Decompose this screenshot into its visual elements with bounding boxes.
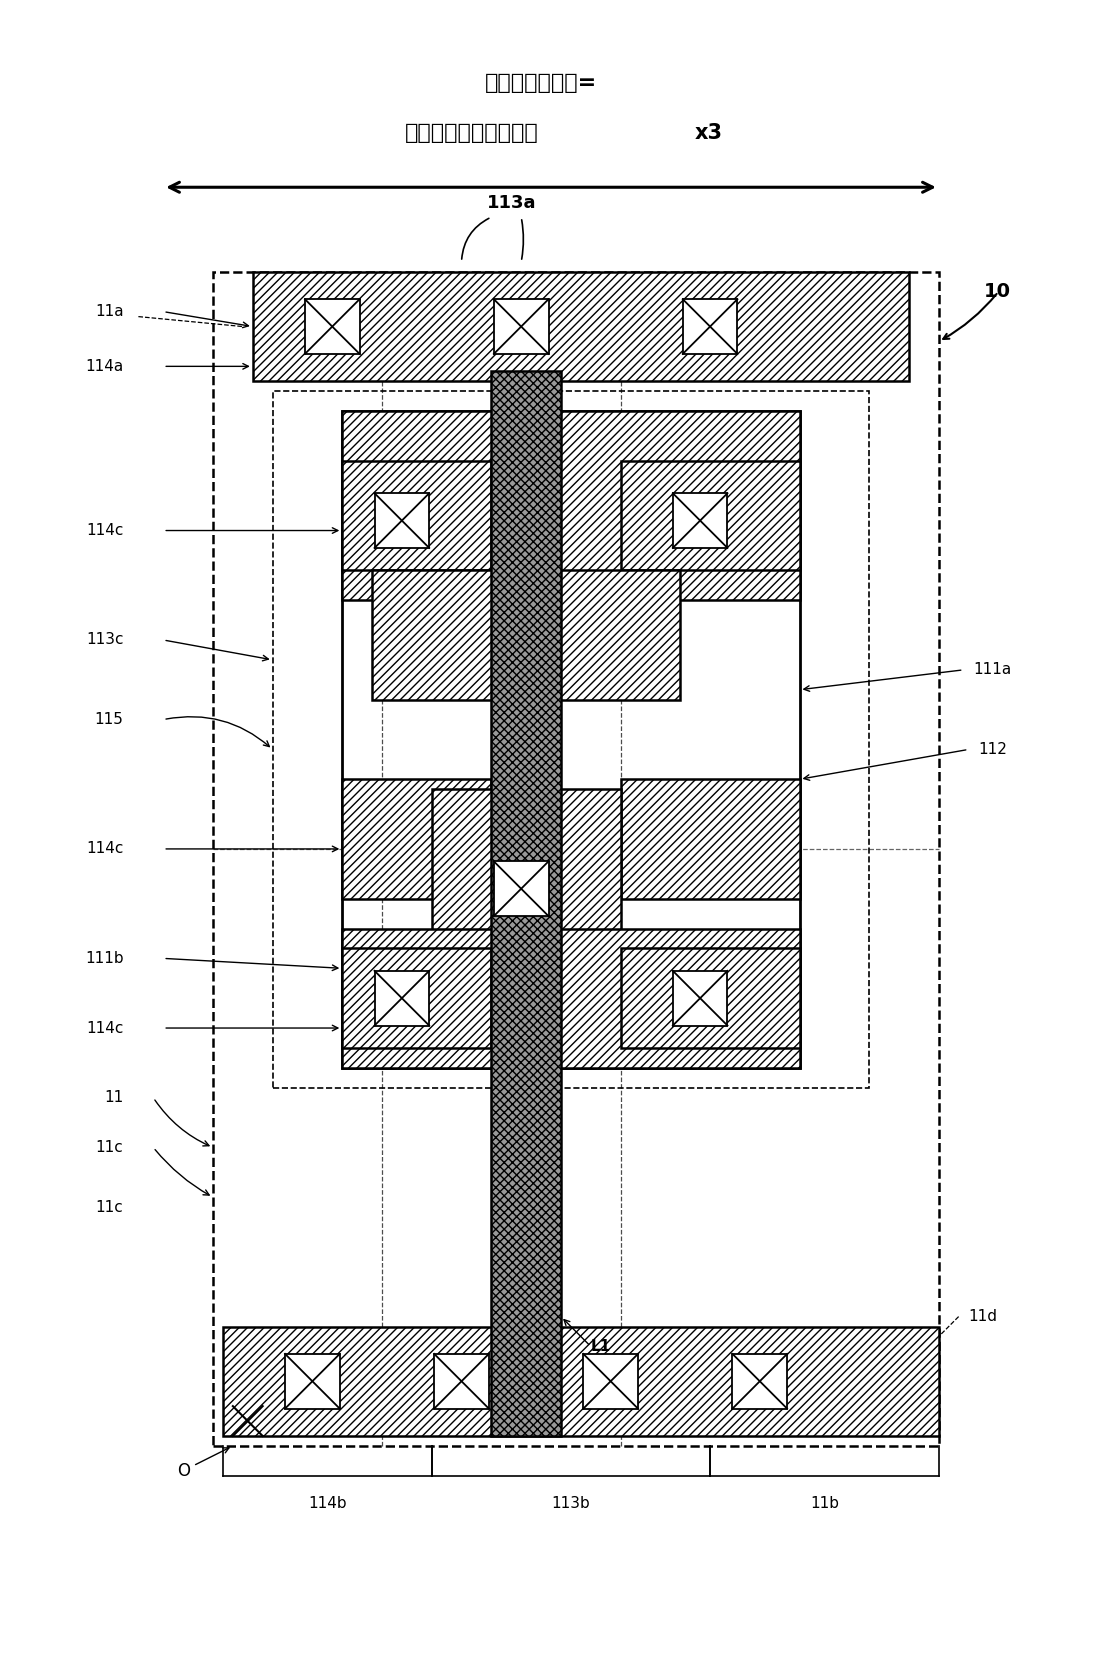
Bar (375, 494, 429, 547)
Text: 10: 10 (983, 282, 1011, 300)
Text: 114c: 114c (86, 522, 123, 537)
Bar (733, 1354, 787, 1409)
Text: 112: 112 (979, 743, 1007, 758)
Bar (673, 971, 727, 1025)
Bar (620, 779, 800, 898)
Bar (343, 461, 491, 571)
Bar (620, 948, 800, 1048)
Text: 114a: 114a (85, 359, 123, 374)
Text: 11d: 11d (969, 1308, 997, 1324)
Text: L1: L1 (591, 454, 611, 469)
Bar (583, 1354, 638, 1409)
Text: 113a: 113a (486, 194, 536, 212)
Text: 114c: 114c (86, 841, 123, 856)
Text: 113c: 113c (86, 633, 123, 648)
Text: 115: 115 (95, 713, 123, 728)
Bar (285, 1354, 339, 1409)
Bar (494, 861, 549, 916)
Bar (372, 571, 680, 699)
Text: x3: x3 (695, 122, 723, 142)
Bar (343, 411, 800, 601)
Text: 标准胞元的宽度=: 标准胞元的宽度= (485, 73, 597, 93)
Bar (305, 299, 359, 354)
Bar (343, 948, 491, 1048)
Bar (213, 272, 939, 1445)
Text: 单位宽度（接触间距）: 单位宽度（接触间距） (404, 122, 539, 142)
Text: 11c: 11c (96, 1200, 123, 1215)
Text: 11: 11 (105, 1090, 123, 1105)
Bar (673, 494, 727, 547)
Bar (432, 789, 620, 968)
Text: 114b: 114b (307, 1495, 347, 1510)
Text: 111a: 111a (973, 663, 1012, 678)
Bar (272, 391, 869, 1088)
Bar (375, 971, 429, 1025)
Bar (252, 272, 909, 381)
Text: 114c: 114c (86, 1020, 123, 1035)
Text: O: O (176, 1462, 190, 1480)
Bar (343, 779, 491, 898)
Text: 11b: 11b (810, 1495, 839, 1510)
Bar (491, 371, 561, 1435)
Text: 11c: 11c (96, 1140, 123, 1155)
Text: 11a: 11a (95, 304, 123, 319)
Bar (620, 461, 800, 571)
Text: 113b: 113b (551, 1495, 591, 1510)
Bar (683, 299, 737, 354)
Text: 111b: 111b (85, 951, 123, 966)
Bar (343, 928, 800, 1068)
Bar (343, 411, 800, 1068)
Bar (223, 1327, 939, 1435)
Text: L1: L1 (591, 1339, 611, 1354)
Bar (434, 1354, 489, 1409)
Bar (494, 299, 549, 354)
